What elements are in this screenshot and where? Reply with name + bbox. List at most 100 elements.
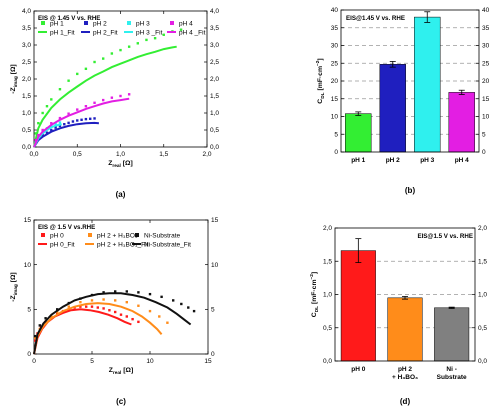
bar bbox=[345, 113, 372, 153]
data-point bbox=[102, 57, 105, 60]
data-point bbox=[67, 305, 70, 308]
y-tick-label-right: 1,5 bbox=[478, 258, 487, 265]
data-point bbox=[172, 299, 175, 302]
data-point bbox=[71, 120, 75, 123]
data-point bbox=[50, 122, 53, 125]
data-point bbox=[145, 38, 148, 42]
data-point bbox=[50, 128, 53, 132]
y-tick-label: 2,5 bbox=[22, 59, 31, 66]
bar bbox=[340, 250, 376, 362]
y-tick-label: 25 bbox=[331, 60, 339, 67]
x-category-label: pH 3 bbox=[420, 157, 434, 164]
y-tick-label: 15 bbox=[24, 217, 32, 224]
panel-c-chart bbox=[33, 219, 209, 355]
plot-frame bbox=[33, 219, 209, 355]
legend-swatch-point bbox=[84, 21, 88, 25]
panel-label: (c) bbox=[116, 397, 126, 406]
panel-annotation: EIS @ 1.5 V vs.RHE bbox=[38, 224, 95, 231]
y-tick-label-right: 15 bbox=[211, 217, 219, 224]
y-tick-label: 0,5 bbox=[22, 127, 31, 134]
x-tick-label: 5 bbox=[90, 358, 94, 365]
data-point bbox=[114, 290, 117, 293]
data-point bbox=[110, 52, 114, 55]
x-axis-title: Zreal [Ω] bbox=[109, 367, 133, 376]
y-tick-label-right: 1,5 bbox=[210, 93, 219, 100]
y-tick-label: 40 bbox=[331, 7, 339, 14]
y-tick-label: 0 bbox=[334, 149, 338, 156]
series-line-1 bbox=[33, 308, 132, 355]
x-category-label: pH 2 bbox=[386, 157, 400, 164]
data-point bbox=[137, 320, 140, 324]
data-point bbox=[125, 300, 128, 304]
data-point bbox=[67, 121, 70, 125]
bar bbox=[387, 297, 423, 362]
data-point bbox=[58, 116, 62, 120]
legend-label: pH 2 + H₃BO₃_Fit bbox=[97, 241, 149, 248]
data-point bbox=[67, 79, 70, 82]
data-point bbox=[33, 334, 37, 338]
x-category-label: Substrate bbox=[437, 374, 467, 381]
data-point bbox=[108, 309, 111, 312]
data-point bbox=[102, 98, 105, 102]
panel-d-chart bbox=[334, 227, 476, 362]
legend-swatch-point bbox=[170, 21, 174, 25]
y-tick-label-right: 35 bbox=[482, 25, 490, 32]
data-point bbox=[67, 112, 70, 115]
data-point bbox=[50, 98, 53, 101]
legend-label: pH 3 bbox=[136, 20, 150, 27]
data-point bbox=[56, 308, 59, 311]
data-point bbox=[125, 290, 128, 293]
data-point bbox=[84, 67, 88, 70]
plot-frame bbox=[334, 227, 476, 362]
x-tick-label: 1,0 bbox=[116, 151, 125, 158]
x-category-label: pH 2 bbox=[398, 366, 412, 373]
data-point bbox=[34, 139, 37, 142]
y-tick-label-right: 3,0 bbox=[210, 42, 219, 49]
data-point bbox=[54, 126, 57, 129]
x-category-label: pH 0 bbox=[351, 366, 365, 373]
data-point bbox=[162, 33, 165, 36]
y-axis-title: -Zimag [Ω] bbox=[10, 64, 19, 93]
data-point bbox=[125, 315, 128, 318]
x-category-label: pH 1 bbox=[351, 157, 365, 164]
bar bbox=[379, 64, 406, 153]
data-point bbox=[127, 45, 131, 48]
legend-swatch-point bbox=[127, 21, 131, 25]
y-tick-label: 10 bbox=[331, 114, 339, 121]
data-point bbox=[93, 60, 96, 64]
y-tick-label: 3,0 bbox=[22, 42, 31, 49]
data-point bbox=[37, 122, 40, 125]
panel-a-chart bbox=[33, 10, 208, 148]
data-point bbox=[102, 307, 105, 310]
data-point bbox=[58, 124, 62, 128]
y-tick-label-right: 2,0 bbox=[210, 76, 219, 83]
y-tick-label: 0 bbox=[27, 351, 31, 358]
data-point bbox=[119, 48, 122, 52]
legend-swatch-point bbox=[41, 21, 45, 25]
y-tick-label: 20 bbox=[331, 78, 339, 85]
legend-label: pH 0 bbox=[50, 232, 64, 239]
y-tick-label-right: 2,5 bbox=[210, 59, 219, 66]
y-tick-label: 2,0 bbox=[323, 225, 332, 232]
x-tick-label: 15 bbox=[204, 358, 212, 365]
y-axis-title: -Zimag [Ω] bbox=[10, 272, 19, 301]
data-point bbox=[179, 28, 183, 31]
y-tick-label-right: 20 bbox=[482, 78, 490, 85]
legend-label: Ni-Substrate_Fit bbox=[144, 241, 191, 248]
y-axis-title: CDL [mF·cm−2] bbox=[309, 272, 320, 317]
y-tick-label-right: 5 bbox=[482, 131, 486, 138]
legend-swatch-point bbox=[135, 233, 139, 237]
x-category-label: Ni - bbox=[446, 366, 456, 373]
bar bbox=[448, 92, 475, 153]
data-point bbox=[45, 105, 49, 108]
legend-label: pH 2 + H₃BO₃ bbox=[97, 232, 138, 239]
data-point bbox=[148, 309, 152, 313]
bar bbox=[414, 16, 441, 153]
data-point bbox=[102, 298, 105, 301]
legend-label: pH 4 _Fit bbox=[179, 29, 206, 36]
y-tick-label-right: 0,0 bbox=[210, 144, 219, 151]
y-tick-label: 5 bbox=[27, 307, 31, 314]
data-point bbox=[44, 317, 47, 320]
data-point bbox=[84, 105, 88, 108]
data-point bbox=[41, 111, 44, 115]
